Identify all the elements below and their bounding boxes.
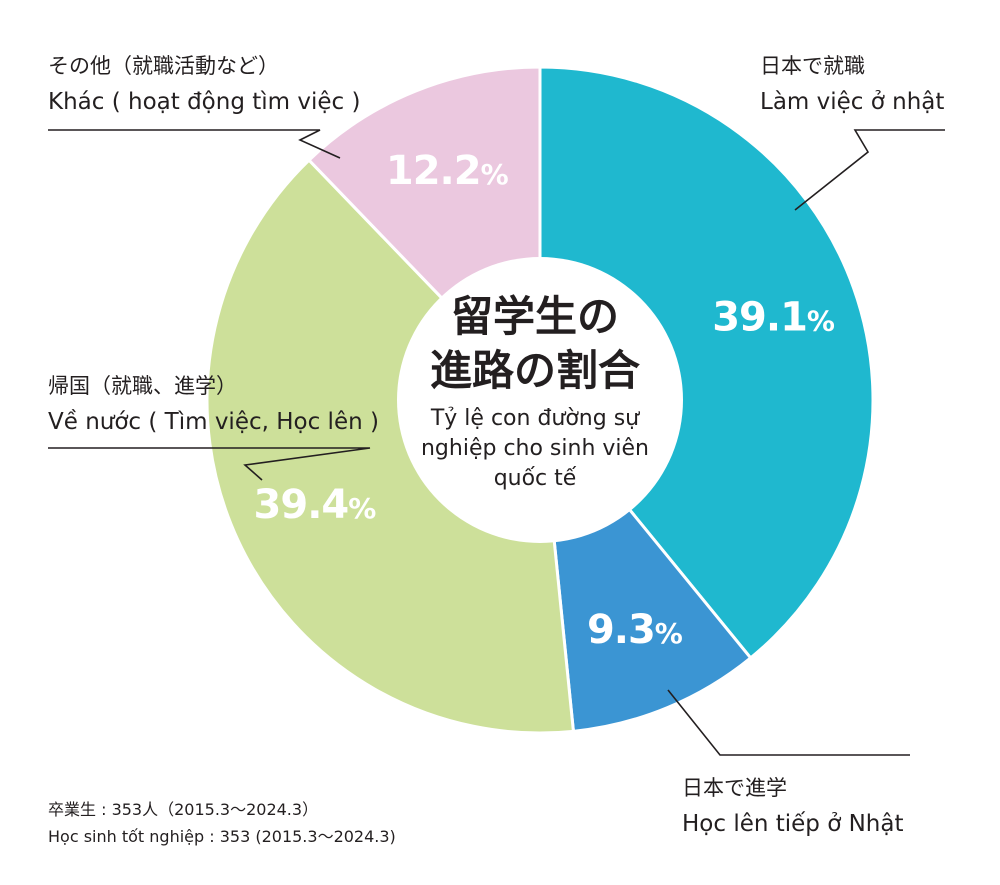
chart-center-title: 留学生の 進路の割合 Tỷ lệ con đường sự nghiệp cho… (400, 290, 670, 494)
pct-label-others: 12.2% (386, 148, 509, 194)
label-return-home: 帰国（就職、進学） Về nước ( Tìm việc, Học lên ) (48, 368, 379, 440)
slice-return-home (205, 158, 576, 735)
label-work-japan-vi: Làm việc ở nhật (760, 89, 945, 115)
percentage-labels: 39.1% 9.3% 39.4% 12.2% (254, 148, 835, 653)
leader-line-work-japan (794, 129, 945, 211)
chart-title-vietnamese: Tỷ lệ con đường sự nghiệp cho sinh viên … (420, 406, 649, 491)
label-study-japan-vi: Học lên tiếp ở Nhật (682, 811, 904, 837)
pct-label-return-home: 39.4% (254, 482, 377, 528)
chart-title-japanese: 留学生の 進路の割合 (429, 292, 640, 395)
leader-line-others (48, 129, 341, 159)
leader-line-study-japan (667, 689, 910, 756)
label-return-home-ja: 帰国（就職、進学） (48, 374, 237, 398)
leader-lines (48, 129, 945, 756)
donut-hole (397, 257, 683, 543)
label-study-japan-ja: 日本で進学 (682, 776, 787, 800)
label-others: その他（就職活動など） Khác ( hoạt động tìm việc ) (48, 48, 360, 120)
label-study-japan: 日本で進学 Học lên tiếp ở Nhật (682, 770, 904, 842)
label-others-ja: その他（就職活動など） (48, 54, 279, 78)
label-return-home-vi: Về nước ( Tìm việc, Học lên ) (48, 409, 379, 435)
footnote-line-vi: Học sinh tốt nghiệp : 353 (2015.3〜2024.3… (48, 827, 396, 846)
leader-line-return-home (48, 447, 371, 481)
slice-work-japan (538, 65, 875, 661)
pct-label-work-japan: 39.1% (712, 295, 835, 341)
footnote: 卒業生 : 353人（2015.3〜2024.3） Học sinh tốt n… (48, 796, 396, 850)
donut-slices (205, 65, 875, 735)
label-work-japan: 日本で就職 Làm việc ở nhật (760, 48, 944, 120)
label-work-japan-ja: 日本で就職 (760, 54, 865, 78)
pct-label-study-japan: 9.3% (587, 607, 683, 653)
label-others-vi: Khác ( hoạt động tìm việc ) (48, 89, 361, 115)
footnote-line-ja: 卒業生 : 353人（2015.3〜2024.3） (48, 800, 319, 819)
